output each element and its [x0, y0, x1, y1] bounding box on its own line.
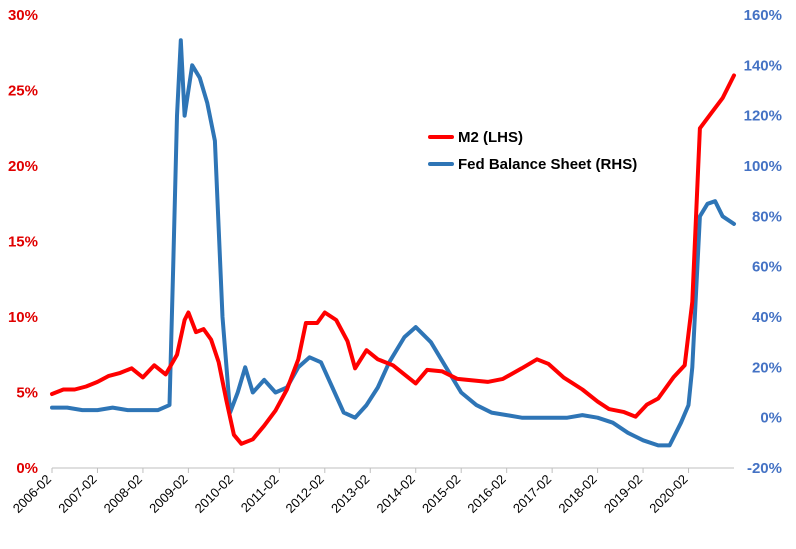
- right-axis-tick-label: -20%: [747, 460, 782, 477]
- fed-balance-sheet-line: [50, 38, 736, 448]
- left-axis-tick-label: 25%: [8, 83, 38, 100]
- left-axis-tick-label: 20%: [8, 158, 38, 175]
- left-axis-tick-label: 10%: [8, 309, 38, 326]
- x-axis-tick-label: 2020-02: [646, 472, 690, 516]
- x-axis-tick-label: 2007-02: [55, 472, 99, 516]
- x-axis-tick-label: 2009-02: [146, 472, 190, 516]
- x-axis-tick-label: 2010-02: [192, 472, 236, 516]
- x-axis-tick-label: 2019-02: [601, 472, 645, 516]
- right-axis-tick-label: 120%: [744, 108, 782, 125]
- series-group: [50, 38, 736, 448]
- legend: M2 (LHS) Fed Balance Sheet (RHS): [428, 129, 637, 173]
- right-axis-tick-label: 100%: [744, 158, 782, 175]
- right-axis-ticks: -20% 0% 20% 40% 60% 80% 100% 120% 140% 160%: [744, 7, 782, 477]
- right-axis-tick-label: 40%: [752, 309, 782, 326]
- x-axis-tick-label: 2006-02: [10, 472, 54, 516]
- right-axis-tick-label: 0%: [760, 410, 782, 427]
- right-axis-tick-label: 20%: [752, 359, 782, 376]
- x-axis-tick-label: 2016-02: [464, 472, 508, 516]
- x-axis-tick-label: 2018-02: [555, 472, 599, 516]
- left-axis-tick-label: 30%: [8, 7, 38, 24]
- left-axis-tick-label: 15%: [8, 234, 38, 251]
- right-axis-tick-label: 60%: [752, 259, 782, 276]
- x-axis-tick-label: 2012-02: [283, 472, 327, 516]
- x-axis-tick-label: 2013-02: [328, 472, 372, 516]
- x-axis-tick-label: 2008-02: [101, 472, 145, 516]
- right-axis-tick-label: 80%: [752, 208, 782, 225]
- left-axis-ticks: 0% 5% 10% 15% 20% 25% 30%: [8, 7, 38, 477]
- x-axis-tick-label: 2011-02: [238, 472, 282, 516]
- left-axis-tick-label: 0%: [16, 460, 38, 477]
- right-axis-tick-label: 140%: [744, 57, 782, 74]
- x-axis-tick-label: 2017-02: [510, 472, 554, 516]
- right-axis-tick-label: 160%: [744, 7, 782, 24]
- x-axis-ticks: 2006-02 2007-02 2008-02 2009-02 2010-02 2011-…: [10, 468, 691, 516]
- m2-line: [50, 73, 736, 446]
- x-axis-tick-label: 2015-02: [419, 472, 463, 516]
- legend-label-fed: Fed Balance Sheet (RHS): [458, 156, 637, 173]
- legend-label-m2: M2 (LHS): [458, 129, 523, 146]
- left-axis-tick-label: 5%: [16, 385, 38, 402]
- x-axis-tick-label: 2014-02: [374, 472, 418, 516]
